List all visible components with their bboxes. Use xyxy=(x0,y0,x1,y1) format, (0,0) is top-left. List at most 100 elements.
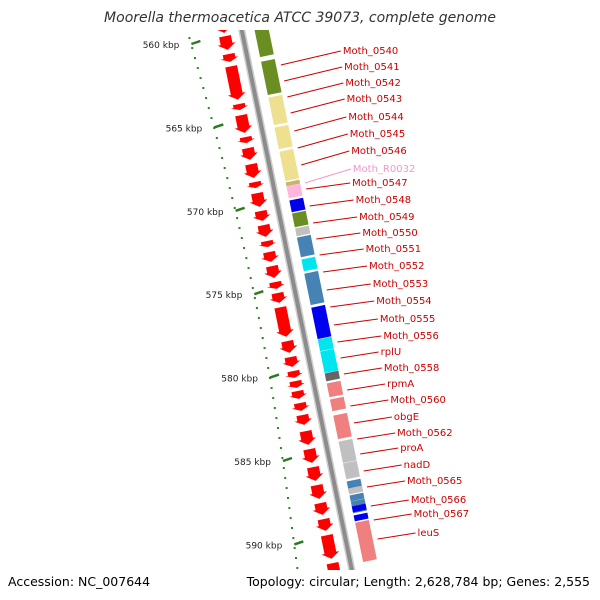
gene-block-moth_0566[interactable] xyxy=(348,485,364,495)
gene-block-moth_0555[interactable] xyxy=(320,348,339,374)
gc-dot xyxy=(292,537,295,539)
gene-block-moth_0546[interactable] xyxy=(285,179,301,187)
gene-block-moth_0548[interactable] xyxy=(292,210,309,228)
gene-label-moth_0540[interactable]: Moth_0540 xyxy=(343,46,398,57)
gene-label-moth_0546[interactable]: Moth_0546 xyxy=(351,146,406,157)
gene-label-moth_0555[interactable]: Moth_0555 xyxy=(380,314,435,325)
gc-dot xyxy=(236,217,239,219)
gene-block-rplu[interactable] xyxy=(326,380,344,398)
leader-line xyxy=(343,367,382,375)
gene-label-moth_0552[interactable]: Moth_0552 xyxy=(369,261,424,272)
gene-label-moth_0562[interactable]: Moth_0562 xyxy=(397,428,452,439)
gene-block-moth_0558[interactable] xyxy=(329,396,347,412)
gene-block-moth_0553[interactable] xyxy=(311,304,332,340)
leader-line xyxy=(340,351,379,359)
gc-dot xyxy=(257,317,260,319)
gc-dot xyxy=(223,167,226,169)
gene-label-moth_0560[interactable]: Moth_0560 xyxy=(390,395,445,406)
tick-label: 560 kbp xyxy=(143,41,180,51)
gc-dot xyxy=(267,367,270,369)
gene-block-moth_r0032[interactable] xyxy=(286,183,303,199)
gene-label-moth_0551[interactable]: Moth_0551 xyxy=(366,244,421,255)
orf-arrow xyxy=(287,379,305,388)
orf-arrow xyxy=(258,239,277,247)
gene-label-moth_r0032[interactable]: Moth_R0032 xyxy=(353,164,415,175)
leader-line xyxy=(357,432,396,440)
tick-label: 565 kbp xyxy=(166,124,203,134)
gene-block-moth_0550[interactable] xyxy=(296,234,315,258)
leader-line xyxy=(301,150,350,166)
gene-label-moth_0566[interactable]: Moth_0566 xyxy=(411,495,466,506)
gene-block-moth_0565[interactable] xyxy=(353,512,369,522)
gene-label-moth_0545[interactable]: Moth_0545 xyxy=(350,129,405,140)
orf-arrow xyxy=(294,413,313,425)
orf-arrow xyxy=(264,264,282,278)
gene-block-moth_0560[interactable] xyxy=(338,438,357,464)
gene-label-moth_0554[interactable]: Moth_0554 xyxy=(376,296,431,307)
gc-dot xyxy=(240,237,243,239)
gc-dot xyxy=(296,567,299,569)
gene-label-nadd[interactable]: nadD xyxy=(404,460,431,471)
gene-block-moth_0545[interactable] xyxy=(279,148,300,182)
gene-block-moth_0542[interactable] xyxy=(261,58,282,96)
orf-arrow xyxy=(282,355,301,367)
gene-label-proa[interactable]: proA xyxy=(400,443,423,454)
gene-block-proa[interactable] xyxy=(349,492,365,502)
gene-block-moth_0556[interactable] xyxy=(324,370,340,382)
leader-line xyxy=(360,447,399,455)
leader-line xyxy=(326,283,371,291)
leader-line xyxy=(304,168,352,184)
gene-block-obge[interactable] xyxy=(343,460,360,480)
gc-dot xyxy=(188,37,191,39)
gene-block-moth_0549[interactable] xyxy=(295,225,311,237)
leader-line xyxy=(319,248,364,256)
orf-arrow xyxy=(225,65,246,100)
orf-arrow xyxy=(255,223,274,237)
gene-label-moth_0567[interactable]: Moth_0567 xyxy=(414,509,469,520)
gene-block-moth_0541[interactable] xyxy=(254,24,274,58)
leader-line xyxy=(353,416,392,424)
gc-dot xyxy=(196,67,199,69)
leader-line xyxy=(350,399,389,407)
title-band xyxy=(0,0,600,30)
gene-block-moth_0554[interactable] xyxy=(317,336,334,352)
gene-block-moth_0547[interactable] xyxy=(289,197,306,213)
tick-label: 590 kbp xyxy=(246,541,283,551)
gc-dot xyxy=(279,447,282,449)
orf-arrow xyxy=(309,483,327,499)
gene-label-moth_0549[interactable]: Moth_0549 xyxy=(359,212,414,223)
gene-label-moth_0558[interactable]: Moth_0558 xyxy=(384,363,439,374)
gene-block-leus[interactable] xyxy=(355,520,377,562)
gene-block-rpma[interactable] xyxy=(333,412,352,440)
gene-label-rplu[interactable]: rplU xyxy=(381,347,402,358)
gene-label-moth_0565[interactable]: Moth_0565 xyxy=(407,476,462,487)
gene-label-obge[interactable]: obgE xyxy=(394,412,419,423)
gene-block-moth_0552[interactable] xyxy=(304,270,325,306)
gc-dot xyxy=(251,287,254,289)
gene-labels[interactable]: Moth_0540 Moth_0541 Moth_0542 Moth_0543 Moth… xyxy=(343,46,469,539)
gene-label-moth_0550[interactable]: Moth_0550 xyxy=(362,228,417,239)
gene-label-leus[interactable]: leuS xyxy=(418,528,440,539)
gc-dot xyxy=(294,557,297,559)
gene-label-moth_0556[interactable]: Moth_0556 xyxy=(383,331,438,342)
tick-mark xyxy=(253,290,264,296)
gene-block-moth_0543[interactable] xyxy=(268,94,288,126)
gene-label-moth_0543[interactable]: Moth_0543 xyxy=(347,94,402,105)
gc-dot xyxy=(285,487,288,489)
gc-dot xyxy=(243,247,246,249)
gene-block-moth_0567[interactable] xyxy=(351,503,367,513)
gene-label-moth_0547[interactable]: Moth_0547 xyxy=(352,178,407,189)
tick-label: 580 kbp xyxy=(221,375,258,385)
gene-features[interactable] xyxy=(249,4,377,562)
gene-block-moth_0551[interactable] xyxy=(301,256,318,272)
gene-label-moth_0541[interactable]: Moth_0541 xyxy=(344,62,399,73)
gene-label-rpma[interactable]: rpmA xyxy=(387,379,414,390)
gene-block-moth_0544[interactable] xyxy=(274,124,293,150)
gene-label-moth_0544[interactable]: Moth_0544 xyxy=(348,112,403,123)
gene-label-moth_0542[interactable]: Moth_0542 xyxy=(345,78,400,89)
gene-label-moth_0548[interactable]: Moth_0548 xyxy=(356,195,411,206)
gene-label-moth_0553[interactable]: Moth_0553 xyxy=(373,279,428,290)
gc-dot xyxy=(275,417,278,419)
